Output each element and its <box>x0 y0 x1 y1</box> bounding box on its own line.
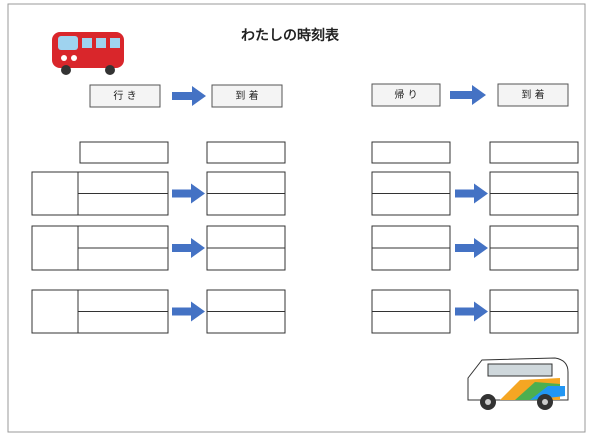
page-border <box>7 3 586 433</box>
arrow <box>455 238 488 258</box>
van-icon <box>467 357 569 410</box>
outbound-arrival: 到 着 <box>235 89 258 102</box>
input-box <box>206 141 286 164</box>
arrow <box>450 85 486 105</box>
input-box <box>79 141 169 164</box>
return-arrival-box <box>497 83 569 107</box>
input-box <box>489 141 579 164</box>
arrow <box>172 238 205 258</box>
outbound-arrival-box <box>211 84 283 108</box>
outbound-label: 行 き <box>113 89 136 102</box>
arrow <box>172 183 205 204</box>
input-box <box>31 225 79 271</box>
arrow <box>172 86 206 106</box>
return-label-box <box>371 83 441 107</box>
arrow <box>455 301 488 322</box>
return-arrival: 到 着 <box>521 88 544 101</box>
arrow <box>172 301 205 322</box>
return-label: 帰 り <box>394 88 417 101</box>
input-box <box>31 171 79 216</box>
red-bus-icon <box>52 32 124 75</box>
arrow <box>455 183 488 204</box>
input-box <box>371 141 451 164</box>
outbound-label-box <box>89 84 161 108</box>
title: わたしの時刻表 <box>241 27 340 44</box>
input-box <box>31 289 79 334</box>
